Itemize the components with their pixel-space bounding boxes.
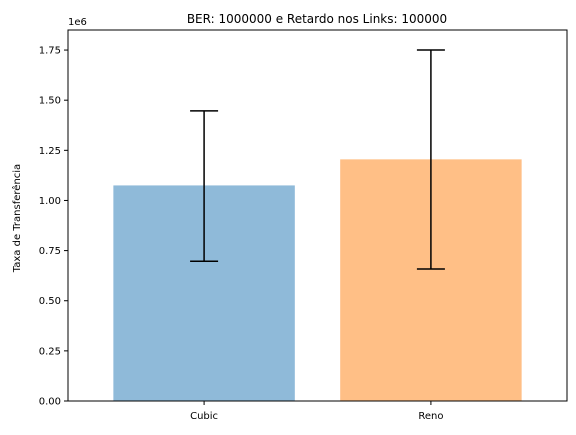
- x-tick-label-reno: Reno: [418, 411, 443, 422]
- plot-area: Cubic Reno 0.00 0.25 0.50 0.75 1.00 1.25 1.50 1.7…: [39, 46, 522, 422]
- y-tick-label: 0.00: [39, 397, 61, 408]
- y-tick-label: 1.00: [39, 196, 61, 207]
- y-tick-label: 1.50: [39, 96, 61, 107]
- chart-title: BER: 1000000 e Retardo nos Links: 100000: [187, 12, 447, 26]
- x-tick-label-cubic: Cubic: [190, 411, 218, 422]
- y-tick-label: 0.50: [39, 296, 61, 307]
- y-tick-label: 1.75: [39, 46, 61, 57]
- y-tick-label: 0.25: [39, 346, 61, 357]
- y-axis-label: Taxa de Transferência: [11, 164, 23, 273]
- plot-frame: [67, 29, 568, 402]
- y-tick-label: 1.25: [39, 146, 61, 157]
- y-axis-offset-label: 1e6: [68, 17, 87, 28]
- y-tick-label: 0.75: [39, 246, 61, 257]
